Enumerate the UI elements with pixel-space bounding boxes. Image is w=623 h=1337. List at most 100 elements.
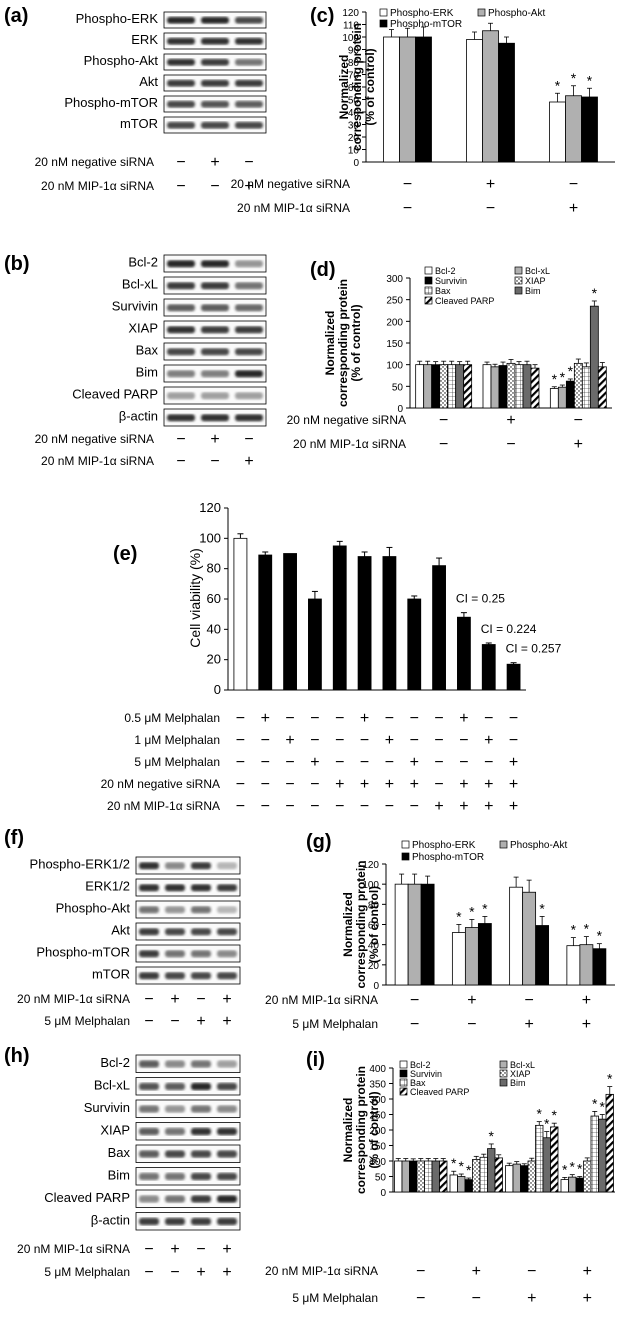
bar-bim bbox=[455, 364, 465, 409]
blot-band bbox=[139, 884, 159, 892]
bar-bcl-xl bbox=[423, 364, 433, 409]
condition-label: 5 μM Melphalan bbox=[292, 1017, 378, 1031]
blot-band bbox=[191, 1217, 211, 1226]
blot-row-label: β-actin bbox=[91, 1212, 130, 1227]
legend-entry: Bim bbox=[525, 286, 541, 296]
blot-band bbox=[201, 370, 229, 378]
blot-band bbox=[235, 304, 263, 312]
bar-phospho-erk bbox=[466, 39, 483, 163]
y-tick-label: 50 bbox=[392, 382, 404, 393]
blot-condition-sign: − bbox=[196, 991, 205, 1008]
blot-band bbox=[217, 972, 237, 980]
y-tick-label: 350 bbox=[369, 1080, 386, 1091]
significance-marker: * bbox=[584, 921, 590, 937]
bar-bax bbox=[581, 366, 591, 409]
y-tick-label: 250 bbox=[369, 1111, 386, 1122]
blot-band bbox=[139, 1195, 159, 1203]
condition-sign: + bbox=[583, 1290, 592, 1307]
y-axis-label: corresponding protein bbox=[336, 279, 350, 407]
chart-e: 0 20 40 60 80 100 120 CI = 0.25 CI = 0.224 CI = 0… bbox=[101, 500, 562, 815]
legend-entry: Survivin bbox=[435, 276, 467, 286]
condition-sign: − bbox=[360, 798, 369, 815]
blot-band bbox=[191, 884, 211, 892]
significance-marker: * bbox=[459, 1158, 465, 1174]
condition-sign: + bbox=[569, 200, 578, 217]
bar-bcl-xl bbox=[401, 1160, 410, 1193]
bar-bax bbox=[479, 1156, 488, 1193]
blot-band bbox=[165, 928, 185, 936]
condition-sign: − bbox=[524, 992, 533, 1009]
blot-row-label: Bcl-xL bbox=[122, 277, 158, 292]
blot-condition-sign: + bbox=[222, 991, 231, 1008]
blot-condition-sign: − bbox=[210, 453, 219, 470]
blot-band bbox=[167, 414, 195, 422]
blot-band bbox=[191, 1082, 211, 1091]
blot-band bbox=[165, 1082, 185, 1091]
significance-marker: * bbox=[568, 363, 574, 379]
blot-band bbox=[235, 16, 263, 24]
blot-condition-label: 20 nM MIP-1α siRNA bbox=[41, 179, 154, 193]
condition-label: 20 nM MIP-1α siRNA bbox=[237, 201, 350, 215]
bar-xiap bbox=[573, 362, 583, 409]
bar-bax bbox=[590, 1115, 599, 1193]
blot-row-label: Phospho-mTOR bbox=[36, 945, 130, 960]
blot-band bbox=[201, 37, 229, 45]
condition-sign: − bbox=[360, 732, 369, 749]
y-tick-label: 300 bbox=[386, 274, 403, 285]
y-tick-label: 10 bbox=[348, 146, 360, 157]
panel-letter-f: (f) bbox=[4, 827, 24, 849]
bar-phospho-erk bbox=[451, 932, 466, 986]
condition-sign: − bbox=[569, 176, 578, 193]
y-tick-label: 20 bbox=[207, 652, 221, 667]
bar-cleaved-parp bbox=[530, 367, 540, 409]
bar-bcl-xl bbox=[490, 366, 500, 409]
blot-frame bbox=[135, 856, 241, 875]
condition-label: 20 nM MIP-1α siRNA bbox=[265, 993, 378, 1007]
y-tick-label: 0 bbox=[353, 158, 359, 169]
y-tick-label: 100 bbox=[199, 530, 221, 545]
blot-row-label: Bcl-2 bbox=[128, 255, 158, 270]
legend-swatch bbox=[514, 266, 523, 275]
blot-band bbox=[235, 37, 263, 45]
significance-marker: * bbox=[607, 1071, 613, 1087]
significance-marker: * bbox=[451, 1155, 457, 1171]
y-tick-label: 50 bbox=[375, 1173, 387, 1184]
blot-condition-label: 20 nM negative siRNA bbox=[35, 432, 154, 446]
significance-marker: * bbox=[489, 1128, 495, 1144]
y-tick-label: 100 bbox=[342, 33, 359, 44]
legend-entry: Bcl-2 bbox=[435, 266, 456, 276]
blot-band bbox=[191, 906, 211, 914]
y-tick-label: 80 bbox=[368, 900, 380, 911]
bar bbox=[258, 554, 273, 691]
blot-frame bbox=[135, 1099, 241, 1118]
significance-marker: * bbox=[571, 70, 577, 86]
blot-frame bbox=[135, 1077, 241, 1096]
blot-band bbox=[165, 862, 185, 870]
blot-band bbox=[235, 121, 263, 129]
bar bbox=[357, 556, 372, 691]
bar-bax bbox=[514, 364, 524, 409]
ci-annotation: CI = 0.224 bbox=[481, 622, 537, 636]
blot-band bbox=[217, 1195, 237, 1203]
bar-phospho-mtor bbox=[592, 948, 607, 986]
condition-sign: − bbox=[410, 992, 419, 1009]
condition-sign: − bbox=[527, 1263, 536, 1280]
legend-entry: Phospho-mTOR bbox=[390, 19, 462, 30]
condition-sign: − bbox=[285, 776, 294, 793]
blot-band bbox=[191, 1127, 211, 1136]
condition-label: 20 nM MIP-1α siRNA bbox=[107, 799, 220, 813]
significance-marker: * bbox=[537, 1106, 543, 1122]
bar-phospho-mtor bbox=[535, 925, 550, 986]
y-axis-label: (% of control) bbox=[363, 48, 377, 125]
condition-sign: − bbox=[261, 732, 270, 749]
condition-sign: + bbox=[310, 754, 319, 771]
blot-band bbox=[235, 79, 263, 87]
bar-phospho-erk bbox=[394, 883, 409, 986]
legend-swatch bbox=[514, 286, 523, 295]
condition-sign: − bbox=[310, 798, 319, 815]
blot-band bbox=[139, 972, 159, 980]
condition-sign: − bbox=[574, 412, 583, 429]
condition-sign: + bbox=[582, 992, 591, 1009]
significance-marker: * bbox=[560, 369, 566, 385]
blot-band bbox=[167, 348, 195, 356]
